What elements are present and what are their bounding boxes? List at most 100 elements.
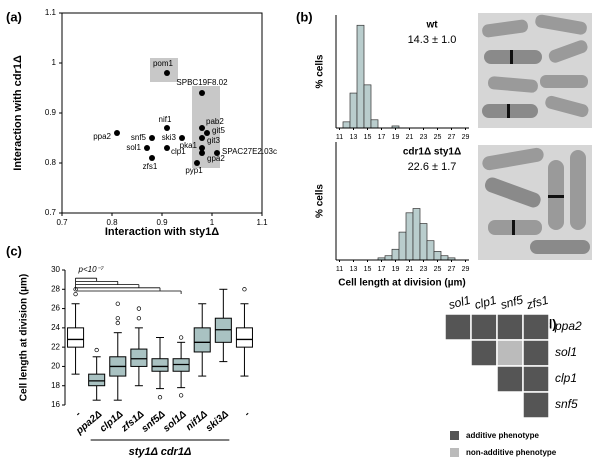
- x-tick-label: -: [242, 408, 252, 419]
- panel-label: (a): [6, 9, 22, 24]
- y-tick-label: 1.1: [45, 8, 57, 17]
- point: [149, 135, 155, 141]
- x-tick-label: 11: [336, 134, 343, 141]
- outlier: [178, 335, 184, 340]
- cell: [444, 313, 472, 341]
- x-tick-label: -: [74, 408, 84, 419]
- cell: [522, 391, 550, 419]
- x-tick-label: 27: [448, 134, 456, 141]
- point-label: ski3: [162, 133, 177, 142]
- y-axis-label: Interaction with cdr1Δ: [12, 55, 24, 171]
- point: [149, 155, 155, 161]
- bar: [426, 240, 435, 261]
- row-label: ppa2: [554, 319, 582, 333]
- x-tick-label: 13: [350, 134, 358, 141]
- cell: [470, 313, 498, 341]
- y-tick-label: 1: [52, 58, 57, 67]
- column-label: zfs1: [524, 293, 550, 312]
- x-tick-label: 23: [420, 266, 428, 273]
- row-label: snf5: [555, 397, 578, 411]
- bar: [356, 24, 365, 129]
- point: [164, 125, 170, 131]
- bar: [391, 248, 400, 261]
- plot-frame: [61, 12, 263, 214]
- point: [199, 90, 205, 96]
- y-tick-label: 0.9: [45, 108, 57, 117]
- outlier: [115, 301, 120, 306]
- y-tick-label: 16: [51, 400, 60, 409]
- x-tick-label: 11: [336, 266, 343, 273]
- x-tick-label: 17: [378, 266, 386, 273]
- cell: [496, 365, 524, 393]
- x-tick-label: 29: [462, 134, 470, 141]
- point-label: SPBC19F8.02: [176, 78, 228, 87]
- bar: [398, 231, 407, 261]
- x-tick-label: 19: [392, 266, 400, 273]
- x-tick-label: 21: [406, 266, 414, 273]
- bar: [440, 255, 449, 261]
- row-label: clp1: [555, 371, 577, 385]
- x-tick-label: clp1Δ: [98, 409, 126, 435]
- box: [151, 358, 169, 372]
- y-tick-label: 20: [51, 362, 60, 371]
- point: [199, 150, 205, 156]
- bar: [405, 212, 414, 261]
- cell: [522, 365, 550, 393]
- bar: [384, 255, 393, 261]
- outlier: [136, 316, 142, 321]
- point-label: sol1: [126, 143, 141, 152]
- point-label: pka1: [180, 141, 198, 150]
- point: [144, 145, 150, 151]
- box: [235, 327, 253, 348]
- histogram-title: wt: [425, 20, 438, 31]
- legend-label: additive phenotype: [466, 431, 539, 440]
- histogram-title: cdr1Δ sty1Δ: [403, 147, 461, 158]
- legend-label: non-additive phenotype: [466, 448, 557, 457]
- point-label: pom1: [153, 59, 174, 68]
- point-label: gpa2: [207, 154, 225, 163]
- point: [194, 160, 200, 166]
- bar: [433, 251, 442, 261]
- point-label: ppa2: [93, 132, 111, 141]
- x-tick-label: 17: [378, 134, 386, 141]
- x-tick-label: 27: [448, 266, 456, 273]
- micrograph: [478, 13, 592, 128]
- point: [114, 130, 120, 136]
- x-tick-label: ski3Δ: [204, 409, 231, 434]
- x-tick-label: 29: [462, 266, 470, 273]
- outlier: [73, 291, 78, 297]
- column-label: sol1: [447, 293, 472, 312]
- bar: [412, 208, 421, 261]
- legend-swatch: [450, 431, 459, 440]
- bar: [349, 92, 358, 129]
- y-tick-label: 0.7: [45, 208, 57, 217]
- point-label: pyp1: [185, 166, 203, 175]
- panel-label: (c): [6, 243, 22, 258]
- point-label: zfs1: [143, 162, 158, 171]
- y-tick-label: 28: [51, 284, 60, 293]
- point-label: SPAC27E2.03c: [222, 147, 277, 156]
- x-tick-label: sol1Δ: [161, 409, 189, 435]
- point-label: snf5: [131, 133, 147, 142]
- column-label: clp1: [473, 293, 498, 312]
- bar: [363, 84, 372, 129]
- outlier: [115, 320, 120, 326]
- point: [199, 125, 205, 131]
- highlight: [150, 58, 178, 82]
- column-label: snf5: [499, 292, 525, 311]
- x-tick-label: 0.9: [156, 218, 168, 227]
- box: [130, 348, 148, 367]
- x-tick-label: 19: [392, 134, 400, 141]
- point: [199, 145, 205, 151]
- box: [67, 327, 85, 348]
- point-label: pab2: [206, 117, 224, 126]
- x-tick-label: 15: [364, 266, 372, 273]
- x-tick-label: 1.1: [256, 218, 268, 227]
- panel-label: (b): [296, 9, 313, 24]
- point: [214, 150, 220, 156]
- outlier: [157, 395, 163, 400]
- y-axis-label: Cell length at division (µm): [19, 274, 30, 401]
- y-axis-label: % cells: [315, 54, 326, 88]
- bar: [370, 119, 379, 129]
